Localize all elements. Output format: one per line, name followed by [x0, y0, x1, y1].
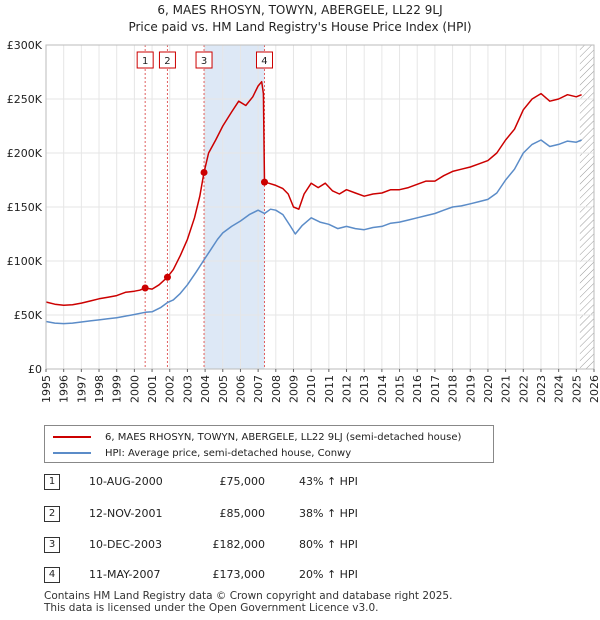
y-tick-label: £0: [28, 363, 42, 376]
y-tick-label: £200K: [7, 147, 43, 160]
sale-number-badge: 4: [44, 567, 60, 583]
chart-subtitle: Price paid vs. HM Land Registry's House …: [128, 20, 472, 34]
sale-point: [163, 273, 171, 281]
x-tick-label: 2020: [482, 375, 495, 403]
x-tick-label: 2023: [535, 375, 548, 403]
x-tick-label: 2015: [394, 375, 407, 403]
sale-marker-box: [158, 51, 176, 69]
x-tick-label: 2021: [500, 375, 513, 403]
y-tick-label: £50K: [14, 309, 43, 322]
x-tick-label: 2013: [358, 375, 371, 403]
sale-date: 10-DEC-2003: [89, 538, 163, 551]
x-tick-label: 2006: [234, 375, 247, 403]
sale-marker-box: [255, 51, 273, 69]
x-tick-label: 2002: [164, 375, 177, 403]
x-tick-label: 2008: [270, 375, 283, 403]
x-tick-label: 2001: [146, 375, 159, 403]
x-tick-label: 2024: [553, 375, 566, 403]
sale-number-badge: 3: [44, 537, 60, 553]
sale-price: £173,000: [212, 568, 266, 581]
x-tick-label: 1999: [111, 375, 124, 403]
price-chart: 1 2 3 4 £0 £50K £100K £150K £200K £250K £300K 1995 1…: [7, 39, 600, 403]
sale-number-badge: 2: [44, 506, 60, 522]
legend-label-property: 6, MAES RHOSYN, TOWYN, ABERGELE, LL22 9L…: [105, 431, 462, 443]
sale-price: £182,000: [212, 538, 266, 551]
x-tick-label: 2016: [411, 375, 424, 403]
x-tick-label: 2014: [376, 375, 389, 403]
x-tick-label: 2012: [341, 375, 354, 403]
sale-marker-box: [136, 51, 154, 69]
sale-point: [141, 284, 149, 292]
legend-label-hpi: HPI: Average price, semi-detached house,…: [105, 447, 352, 459]
y-tick-label: £100K: [7, 255, 43, 268]
sale-date: 12-NOV-2001: [89, 507, 163, 520]
x-tick-label: 2018: [447, 375, 460, 403]
x-tick-label: 2011: [323, 375, 336, 403]
sale-hpi-diff: 43% ↑ HPI: [299, 475, 358, 488]
x-tick-label: 2003: [181, 375, 194, 403]
sale-number-badge: 1: [44, 474, 60, 490]
sale-price: £75,000: [219, 475, 266, 488]
sale-marker-box: [195, 51, 213, 69]
x-tick-label: 2007: [252, 375, 265, 403]
table-row: 2 12-NOV-2001 £85,000 38% ↑ HPI: [0, 506, 600, 526]
x-tick-label: 2009: [287, 375, 300, 403]
table-row: 3 10-DEC-2003 £182,000 80% ↑ HPI: [0, 537, 600, 557]
x-tick-label: 2019: [464, 375, 477, 403]
footer-licence: This data is licensed under the Open Gov…: [44, 602, 379, 614]
sale-date: 11-MAY-2007: [89, 568, 161, 581]
legend-line-property: [53, 436, 91, 438]
x-tick-label: 2010: [305, 375, 318, 403]
y-tick-label: £250K: [7, 93, 43, 106]
x-tick-label: 2026: [588, 375, 600, 403]
series-line-hpi: [45, 139, 582, 325]
chart-title: 6, MAES RHOSYN, TOWYN, ABERGELE, LL22 9L…: [157, 3, 443, 17]
sale-date: 10-AUG-2000: [89, 475, 163, 488]
table-row: 1 10-AUG-2000 £75,000 43% ↑ HPI: [0, 474, 600, 494]
sale-marker-label: 4: [261, 56, 267, 67]
x-tick-label: 1997: [75, 375, 88, 403]
sale-hpi-diff: 20% ↑ HPI: [299, 568, 358, 581]
sale-hpi-diff: 38% ↑ HPI: [299, 507, 358, 520]
legend-line-hpi: [53, 452, 91, 454]
plot-border: [45, 44, 595, 370]
x-tick-label: 2000: [128, 375, 141, 403]
x-tick-label: 1998: [93, 375, 106, 403]
sale-price: £85,000: [219, 507, 266, 520]
sale-point: [260, 178, 268, 186]
x-tick-label: 2025: [570, 375, 583, 403]
x-tick-label: 1995: [40, 375, 53, 403]
legend-item-property: 6, MAES RHOSYN, TOWYN, ABERGELE, LL22 9L…: [53, 430, 461, 444]
sale-marker-label: 3: [201, 56, 207, 67]
y-tick-label: £300K: [7, 39, 43, 52]
table-row: 4 11-MAY-2007 £173,000 20% ↑ HPI: [0, 567, 600, 587]
x-tick-label: 2022: [517, 375, 530, 403]
legend-item-hpi: HPI: Average price, semi-detached house,…: [53, 446, 351, 460]
x-tick-label: 2005: [217, 375, 230, 403]
sale-marker-label: 2: [164, 56, 170, 67]
footer-copyright: Contains HM Land Registry data © Crown c…: [44, 590, 453, 602]
x-tick-label: 2004: [199, 375, 212, 403]
legend: 6, MAES RHOSYN, TOWYN, ABERGELE, LL22 9L…: [44, 425, 494, 463]
sale-point: [200, 168, 208, 176]
sale-marker-label: 1: [142, 56, 148, 67]
y-tick-label: £150K: [7, 201, 43, 214]
x-tick-label: 2017: [429, 375, 442, 403]
sale-hpi-diff: 80% ↑ HPI: [299, 538, 358, 551]
x-tick-label: 1996: [58, 375, 71, 403]
